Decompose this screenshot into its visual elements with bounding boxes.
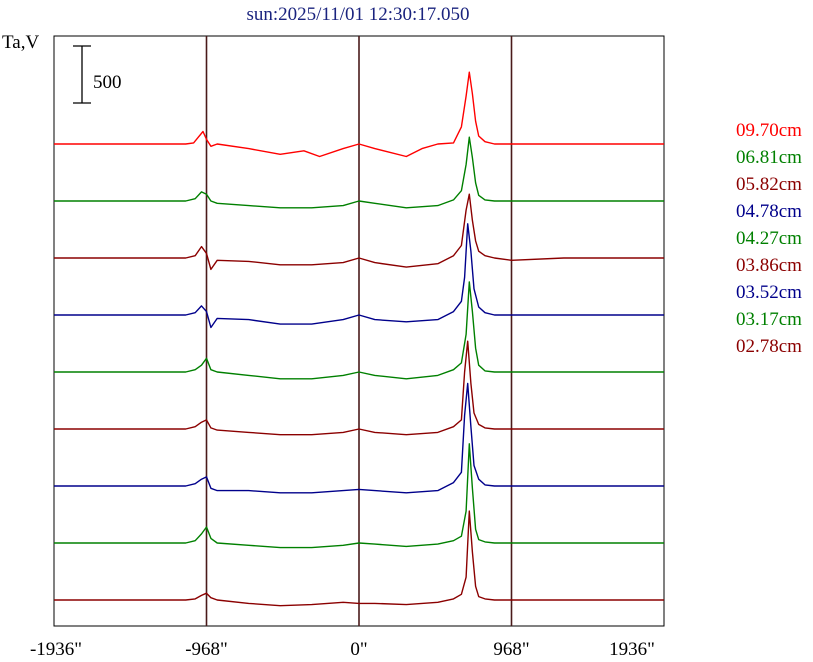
chart-title: sun:2025/11/01 12:30:17.050	[246, 4, 469, 25]
trace-03.17cm	[54, 443, 664, 549]
legend-entry: 05.82cm	[736, 174, 802, 195]
y-axis-label: Ta,V	[2, 32, 39, 53]
trace-05.82cm	[54, 193, 664, 271]
x-tick-label: -968"	[185, 639, 228, 660]
scale-bar: 500	[73, 45, 122, 104]
x-tick-label: -1936"	[30, 639, 82, 660]
legend-entry: 04.27cm	[736, 228, 802, 249]
x-tick-label: 1936"	[609, 639, 655, 660]
scale-bar-label: 500	[93, 72, 122, 93]
trace-04.78cm	[54, 223, 664, 329]
trace-03.52cm	[54, 382, 664, 494]
trace-06.81cm	[54, 136, 664, 209]
trace-09.70cm	[54, 71, 664, 158]
trace-03.86cm	[54, 340, 664, 436]
legend-entry: 04.78cm	[736, 201, 802, 222]
legend-entry: 02.78cm	[736, 336, 802, 357]
legend-entry: 03.52cm	[736, 282, 802, 303]
legend-entry: 03.86cm	[736, 255, 802, 276]
legend-entry: 03.17cm	[736, 309, 802, 330]
legend-entry: 09.70cm	[736, 120, 802, 141]
legend: 09.70cm 06.81cm 05.82cm 04.78cm 04.27cm 03.86…	[736, 120, 802, 357]
trace-02.78cm	[54, 510, 664, 607]
legend-entry: 06.81cm	[736, 147, 802, 168]
x-tick-label: 0"	[350, 639, 367, 660]
trace-04.27cm	[54, 281, 664, 380]
x-tick-label: 968"	[493, 639, 529, 660]
